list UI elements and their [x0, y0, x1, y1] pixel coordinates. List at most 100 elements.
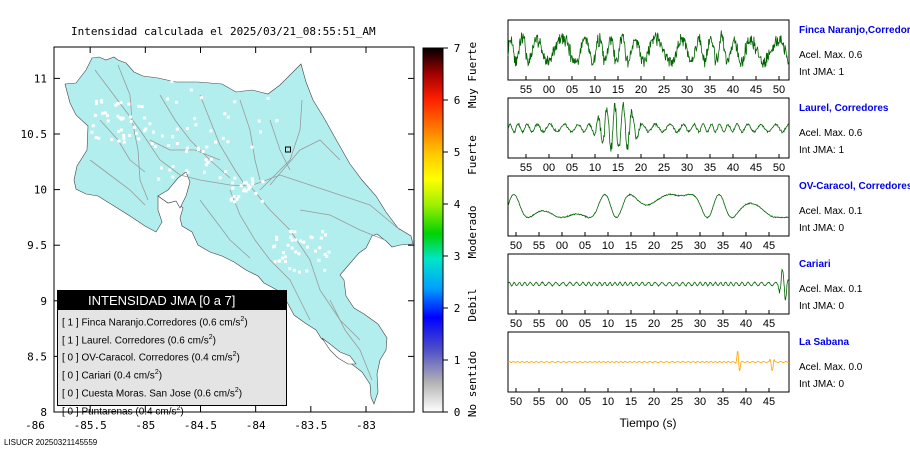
city-dot	[231, 186, 235, 190]
map-y-tick-label: 9	[40, 295, 47, 308]
city-dot	[224, 170, 228, 174]
city-dot	[282, 251, 286, 255]
map-x-tick-label: -83.5	[294, 419, 327, 432]
colorbar-tick-label: 4	[454, 198, 461, 211]
city-dot	[166, 97, 170, 101]
panel-tick-label: 35	[717, 318, 729, 330]
city-dot	[213, 140, 217, 144]
city-dot	[119, 128, 123, 132]
city-dot	[275, 235, 279, 239]
legend-row-unit: cm/s	[133, 370, 155, 382]
colorbar-gradient	[422, 47, 444, 413]
city-dot	[157, 177, 161, 181]
station-peak-accel: Acel. Max. 0.6	[799, 50, 863, 61]
station-title: Laurel, Corredores	[799, 103, 889, 114]
city-dot	[233, 200, 237, 204]
city-dot	[114, 103, 118, 107]
colorbar-label: Debil	[466, 288, 479, 321]
city-dot	[117, 130, 121, 134]
station-peak-accel: Acel. Max. 0.6	[799, 128, 863, 139]
legend-rows: [ 1 ] Finca Naranjo.Corredores (0.6 cm/s…	[58, 310, 286, 419]
city-dot	[204, 158, 208, 162]
city-dot	[299, 239, 303, 243]
colorbar-label: Muy Fuerte	[466, 42, 479, 108]
panel-tick-label: 00	[556, 240, 568, 252]
map-y-axis: 11 10.5 10 9.5 9 8.5 8	[21, 72, 414, 419]
panel-tick-label: 55	[533, 240, 545, 252]
city-dot	[168, 168, 172, 172]
legend-row: [ 0 ] Cuesta Moras. San Jose (0.6 cm/s2)	[58, 384, 286, 402]
city-dot	[201, 150, 205, 154]
colorbar-tick-label: 0	[454, 406, 461, 419]
city-dot	[110, 138, 114, 142]
city-dot	[248, 185, 252, 189]
panel-tick-label: 40	[727, 84, 739, 96]
city-dot	[150, 142, 154, 146]
city-dot	[233, 176, 237, 180]
city-dot	[243, 181, 247, 185]
city-dot	[186, 170, 190, 174]
city-dot	[103, 111, 107, 115]
panel-tick-label: 20	[635, 162, 647, 174]
panel-tick-label: 35	[704, 162, 716, 174]
map-y-tick-label: 9.5	[27, 239, 47, 252]
time-axis-label: Tiempo (s)	[620, 416, 677, 430]
panel-tick-label: 55	[520, 84, 532, 96]
seismogram-panel: 55 00 05 10 15 20 25 30 35 40 45 50	[507, 97, 790, 174]
map-x-tick-label: -84.5	[184, 419, 217, 432]
legend-row-close: )	[158, 370, 163, 382]
seismogram-trace	[507, 350, 790, 371]
legend-row-unit-exponent: 2	[240, 316, 245, 323]
panel-tick-label: 30	[694, 240, 706, 252]
colorbar-tick-label: 1	[454, 354, 461, 367]
city-dot	[297, 252, 301, 256]
panel-tick-label: 20	[648, 318, 660, 330]
city-dot	[174, 100, 178, 104]
legend-row-close: )	[238, 388, 243, 400]
city-dot	[290, 246, 294, 250]
map-y-tick-label: 8.5	[27, 350, 47, 363]
city-dot	[196, 148, 200, 152]
city-dot	[260, 199, 264, 203]
city-dot	[257, 119, 261, 123]
city-dot	[127, 102, 131, 106]
city-dot	[305, 269, 309, 273]
city-dot	[273, 260, 277, 264]
legend-row-unit: cm/s	[155, 406, 177, 417]
city-dot	[185, 149, 189, 153]
panel-tick-label: 40	[740, 240, 752, 252]
colorbar-label: No sentido	[466, 351, 479, 417]
legend-row-close: )	[244, 317, 248, 329]
legend-row: [ 0 ] Puntarenas (0.4 cm/s2)	[58, 402, 286, 420]
colorbar-tick-label: 7	[454, 42, 461, 55]
city-dot	[202, 170, 206, 174]
panel-tick-label: 50	[773, 84, 785, 96]
city-dot	[226, 140, 230, 144]
panel-tick-label: 45	[763, 240, 775, 252]
city-dot	[259, 130, 263, 134]
legend-row-close: )	[212, 335, 216, 347]
city-dot	[91, 124, 95, 128]
city-dot	[283, 255, 287, 259]
city-dot	[106, 119, 110, 123]
city-dot	[100, 100, 104, 104]
legend-row-unit: cm/s	[219, 317, 241, 329]
city-dot	[235, 197, 239, 201]
legend-row-close: )	[236, 352, 240, 364]
panel-tick-label: 25	[658, 84, 670, 96]
city-dot	[186, 127, 190, 131]
panel-tick-label: 30	[681, 162, 693, 174]
map-y-tick-label: 8	[40, 406, 47, 419]
city-dot	[189, 88, 193, 92]
station-peak-accel: Acel. Max. 0.1	[799, 206, 863, 217]
city-dot	[229, 198, 233, 202]
panel-tick-label: 05	[579, 240, 591, 252]
panel-tick-label: 45	[763, 318, 775, 330]
city-dot	[289, 230, 293, 234]
city-dot	[170, 79, 174, 83]
city-dot	[288, 267, 292, 271]
station-title: Cariari	[799, 259, 831, 270]
panel-tick-label: 05	[579, 396, 591, 408]
footer-id: LISUCR 20250321145559	[4, 438, 98, 447]
city-dot	[122, 140, 126, 144]
